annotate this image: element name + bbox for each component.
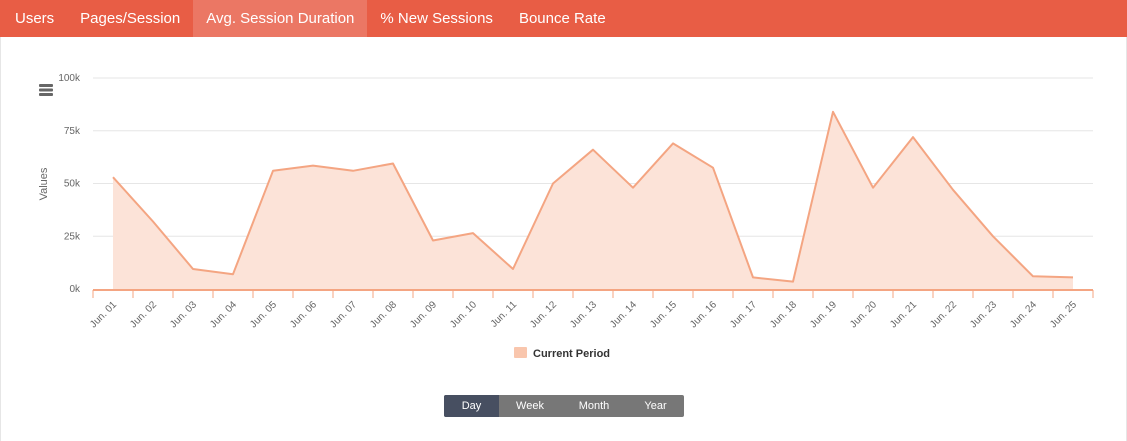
x-tick-label: Jun. 23	[968, 299, 999, 330]
x-tick-label: Jun. 10	[448, 299, 479, 330]
x-tick-label: Jun. 07	[328, 299, 359, 330]
legend-label: Current Period	[533, 348, 610, 360]
series-area	[112, 110, 1074, 289]
tab-bounce-rate[interactable]: Bounce Rate	[518, 10, 606, 27]
x-tick-label: Jun. 09	[408, 299, 439, 330]
y-tick-label: 50k	[64, 179, 81, 190]
tab-new-sessions[interactable]: % New Sessions	[380, 10, 493, 27]
period-year-button[interactable]: Year	[627, 395, 684, 417]
x-tick-label: Jun. 20	[848, 299, 879, 330]
series-line	[112, 110, 1074, 283]
legend-swatch	[514, 347, 527, 358]
x-tick-label: Jun. 17	[728, 299, 759, 330]
legend[interactable]: Current Period	[514, 347, 610, 360]
x-tick-label: Jun. 15	[648, 299, 679, 330]
x-tick-label: Jun. 03	[168, 299, 199, 330]
period-week-button[interactable]: Week	[499, 395, 561, 417]
period-month-button[interactable]: Month	[561, 395, 627, 417]
x-tick-label: Jun. 13	[568, 299, 599, 330]
x-tick-label: Jun. 01	[88, 299, 119, 330]
x-tick-label: Jun. 02	[128, 299, 159, 330]
y-axis-ticks: 0k 25k 50k 75k 100k	[58, 73, 81, 295]
x-tick-label: Jun. 18	[768, 299, 799, 330]
x-tick-label: Jun. 19	[808, 299, 839, 330]
x-tick-label: Jun. 25	[1048, 299, 1079, 330]
series-fill	[113, 111, 1073, 289]
hamburger-menu-icon[interactable]	[39, 84, 53, 96]
y-tick-label: 100k	[58, 73, 81, 84]
tab-pages-session[interactable]: Pages/Session	[80, 10, 181, 27]
period-day-button[interactable]: Day	[444, 395, 499, 417]
x-tick-label: Jun. 24	[1008, 299, 1039, 330]
y-axis-title: Values	[38, 167, 50, 200]
x-tick-label: Jun. 11	[489, 299, 520, 330]
tab-users[interactable]: Users	[15, 10, 55, 27]
y-tick-label: 25k	[64, 231, 81, 242]
metric-tab-bar: Users Pages/Session Avg. Session Duratio…	[0, 0, 1127, 37]
y-tick-label: 0k	[69, 284, 81, 295]
tab-avg-session-duration[interactable]: Avg. Session Duration	[193, 0, 368, 37]
x-tick-label: Jun. 05	[248, 299, 279, 330]
x-tick-label: Jun. 08	[368, 299, 399, 330]
x-tick-label: Jun. 14	[608, 299, 639, 330]
x-tick-label: Jun. 04	[208, 299, 239, 330]
x-tick-label: Jun. 06	[288, 299, 319, 330]
x-axis: Jun. 01 Jun. 02 Jun. 03 Jun. 04 Jun. 05 Jun. …	[88, 289, 1094, 330]
x-tick-label: Jun. 16	[688, 299, 719, 330]
y-tick-label: 75k	[64, 126, 81, 137]
x-tick-label: Jun. 12	[528, 299, 559, 330]
x-tick-label: Jun. 22	[928, 299, 959, 330]
x-tick-label: Jun. 21	[888, 299, 919, 330]
period-selector: Day Week Month Year	[444, 395, 684, 417]
